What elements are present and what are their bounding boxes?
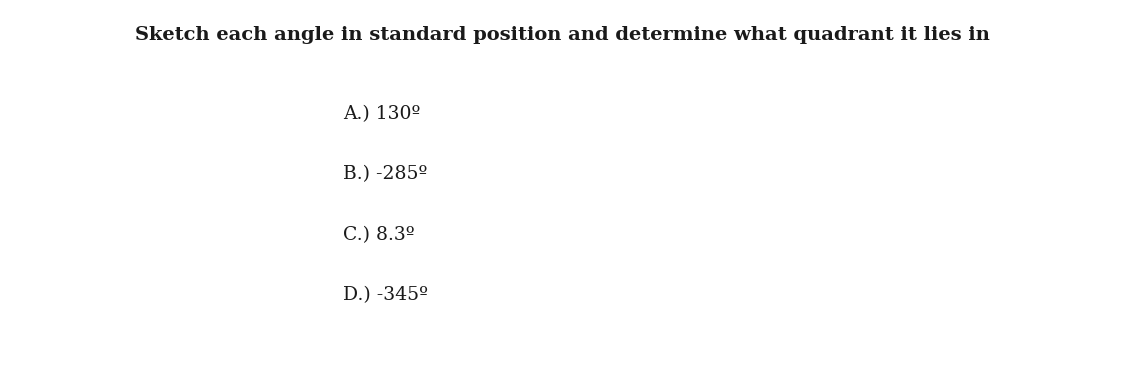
Text: D.) -345º: D.) -345º	[343, 286, 429, 304]
Text: A.) 130º: A.) 130º	[343, 105, 421, 123]
Text: B.) -285º: B.) -285º	[343, 165, 428, 183]
Text: C.) 8.3º: C.) 8.3º	[343, 226, 415, 244]
Text: Sketch each angle in standard position and determine what quadrant it lies in: Sketch each angle in standard position a…	[135, 26, 990, 44]
